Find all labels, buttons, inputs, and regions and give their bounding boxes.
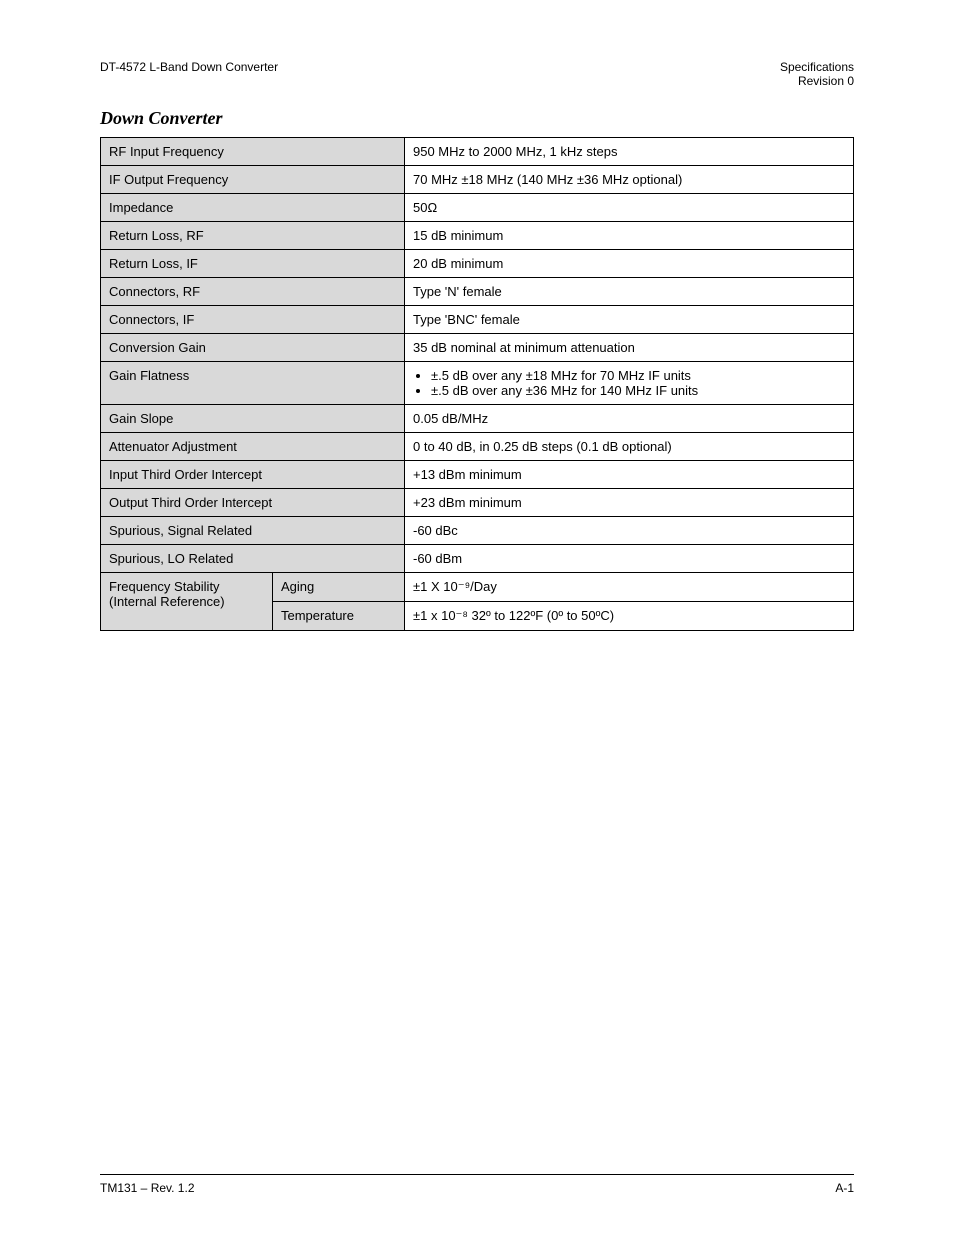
- page-header: DT-4572 L-Band Down Converter Specificat…: [100, 60, 854, 88]
- row-value: -60 dBm: [405, 545, 854, 573]
- table-row: Attenuator Adjustment 0 to 40 dB, in 0.2…: [101, 433, 854, 461]
- row-value: Type 'N' female: [405, 278, 854, 306]
- row-label: Return Loss, IF: [101, 250, 405, 278]
- list-item: ±.5 dB over any ±18 MHz for 70 MHz IF un…: [431, 368, 845, 383]
- table-row: Output Third Order Intercept +23 dBm min…: [101, 489, 854, 517]
- table-row: Impedance 50Ω: [101, 194, 854, 222]
- table-row: Gain Flatness ±.5 dB over any ±18 MHz fo…: [101, 362, 854, 405]
- table-row: IF Output Frequency 70 MHz ±18 MHz (140 …: [101, 166, 854, 194]
- row-value: 70 MHz ±18 MHz (140 MHz ±36 MHz optional…: [405, 166, 854, 194]
- table-row: Frequency Stability (Internal Reference)…: [101, 573, 854, 602]
- row-value: 950 MHz to 2000 MHz, 1 kHz steps: [405, 138, 854, 166]
- row-sublabel: Aging: [273, 573, 405, 602]
- row-value: 0.05 dB/MHz: [405, 405, 854, 433]
- table-row: Gain Slope 0.05 dB/MHz: [101, 405, 854, 433]
- row-value: ±1 X 10⁻⁹/Day: [405, 573, 854, 602]
- row-label: Connectors, IF: [101, 306, 405, 334]
- section-title: Down Converter: [100, 108, 854, 129]
- row-label: Output Third Order Intercept: [101, 489, 405, 517]
- gain-flatness-list: ±.5 dB over any ±18 MHz for 70 MHz IF un…: [413, 368, 845, 398]
- table-row: Spurious, Signal Related -60 dBc: [101, 517, 854, 545]
- table-row: Spurious, LO Related -60 dBm: [101, 545, 854, 573]
- row-label: IF Output Frequency: [101, 166, 405, 194]
- row-value: 35 dB nominal at minimum attenuation: [405, 334, 854, 362]
- row-value: 20 dB minimum: [405, 250, 854, 278]
- row-label: Gain Flatness: [101, 362, 405, 405]
- row-value: Type 'BNC' female: [405, 306, 854, 334]
- table-row: Return Loss, IF 20 dB minimum: [101, 250, 854, 278]
- row-label: Conversion Gain: [101, 334, 405, 362]
- row-label: Input Third Order Intercept: [101, 461, 405, 489]
- row-label: Connectors, RF: [101, 278, 405, 306]
- row-sublabel: Temperature: [273, 602, 405, 631]
- list-item: ±.5 dB over any ±36 MHz for 140 MHz IF u…: [431, 383, 845, 398]
- row-value: -60 dBc: [405, 517, 854, 545]
- table-row: Connectors, RF Type 'N' female: [101, 278, 854, 306]
- header-right-bottom: Revision 0: [780, 74, 854, 88]
- row-label: Spurious, Signal Related: [101, 517, 405, 545]
- footer-right: A-1: [835, 1181, 854, 1195]
- row-value: 0 to 40 dB, in 0.25 dB steps (0.1 dB opt…: [405, 433, 854, 461]
- row-label: Return Loss, RF: [101, 222, 405, 250]
- table-row: RF Input Frequency 950 MHz to 2000 MHz, …: [101, 138, 854, 166]
- header-left: DT-4572 L-Band Down Converter: [100, 60, 278, 88]
- row-value: ±1 x 10⁻⁸ 32º to 122ºF (0º to 50ºC): [405, 602, 854, 631]
- spec-table: RF Input Frequency 950 MHz to 2000 MHz, …: [100, 137, 854, 631]
- table-row: Connectors, IF Type 'BNC' female: [101, 306, 854, 334]
- footer-left: TM131 – Rev. 1.2: [100, 1181, 195, 1195]
- row-label: Gain Slope: [101, 405, 405, 433]
- row-value: 15 dB minimum: [405, 222, 854, 250]
- row-value: ±.5 dB over any ±18 MHz for 70 MHz IF un…: [405, 362, 854, 405]
- row-value: +13 dBm minimum: [405, 461, 854, 489]
- page: DT-4572 L-Band Down Converter Specificat…: [0, 0, 954, 1235]
- row-label: Frequency Stability (Internal Reference): [101, 573, 273, 631]
- page-footer: TM131 – Rev. 1.2 A-1: [100, 1174, 854, 1195]
- row-value: +23 dBm minimum: [405, 489, 854, 517]
- table-row: Conversion Gain 35 dB nominal at minimum…: [101, 334, 854, 362]
- table-row: Input Third Order Intercept +13 dBm mini…: [101, 461, 854, 489]
- header-right: Specifications Revision 0: [780, 60, 854, 88]
- row-label: Spurious, LO Related: [101, 545, 405, 573]
- table-row: Return Loss, RF 15 dB minimum: [101, 222, 854, 250]
- header-right-top: Specifications: [780, 60, 854, 74]
- row-label: RF Input Frequency: [101, 138, 405, 166]
- row-label: Attenuator Adjustment: [101, 433, 405, 461]
- row-value: 50Ω: [405, 194, 854, 222]
- row-label: Impedance: [101, 194, 405, 222]
